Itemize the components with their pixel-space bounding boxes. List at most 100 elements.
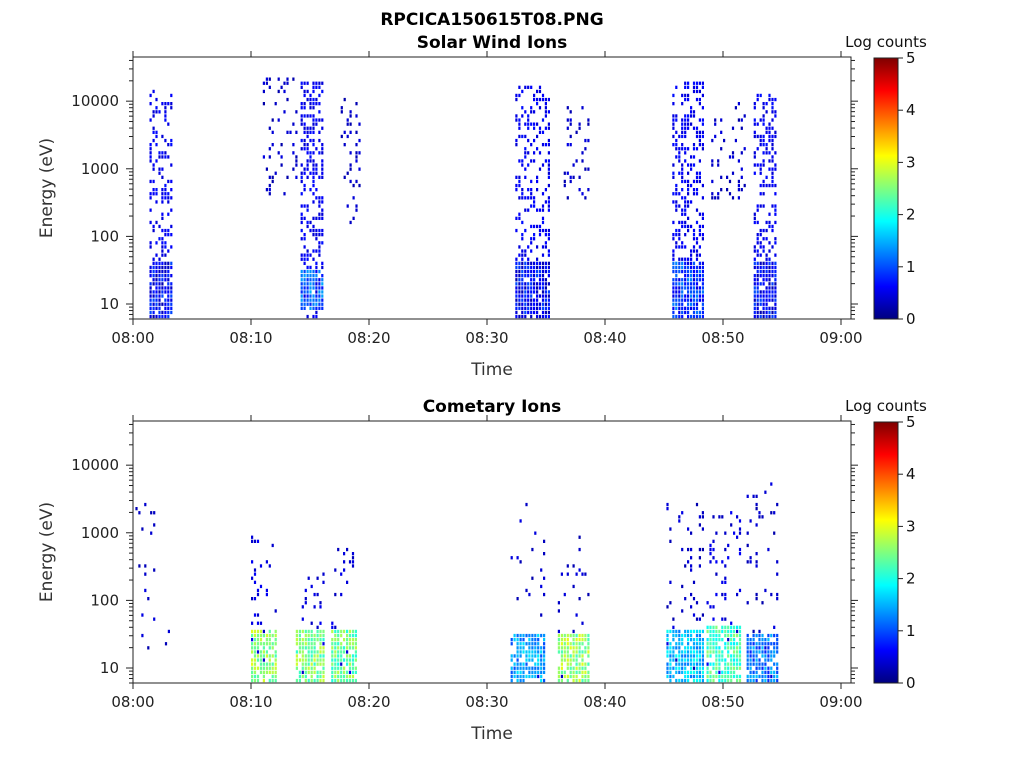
heatmap-cell [753, 249, 756, 253]
heatmap-cell [515, 294, 518, 298]
heatmap-cell [149, 302, 152, 306]
heatmap-cell [322, 650, 325, 654]
heatmap-cell [563, 171, 566, 175]
heatmap-cell [265, 666, 268, 670]
heatmap-cell [534, 531, 537, 535]
heatmap-cell [309, 138, 312, 143]
heatmap-cell [728, 192, 732, 196]
heatmap-cell [322, 638, 325, 642]
heatmap-cell [262, 629, 265, 634]
heatmap-cell [524, 274, 527, 278]
heatmap-cell [587, 678, 590, 683]
heatmap-cell [692, 233, 696, 237]
heatmap-cell [698, 175, 701, 179]
heatmap-cell [767, 547, 770, 552]
heatmap-cell [510, 670, 513, 674]
heatmap-cell [307, 658, 310, 662]
heatmap-cell [268, 183, 271, 188]
heatmap-cell [161, 245, 164, 249]
heatmap-cell [271, 666, 274, 670]
heatmap-cell [698, 97, 701, 102]
heatmap-cell [536, 314, 539, 319]
y-axis-label-cometary: Energy (eV) [37, 502, 57, 602]
heatmap-cell [753, 134, 756, 139]
heatmap-cell [771, 134, 774, 139]
heatmap-cell [721, 617, 724, 621]
heatmap-cell [312, 294, 315, 298]
heatmap-cell [315, 314, 318, 319]
heatmap-cell [167, 269, 170, 274]
heatmap-cell [518, 212, 521, 216]
heatmap-cell [712, 642, 715, 646]
heatmap-cell [756, 249, 759, 253]
heatmap-cell [569, 658, 572, 662]
heatmap-cell [516, 666, 519, 670]
heatmap-cell [295, 159, 298, 163]
heatmap-cell [533, 237, 536, 241]
heatmap-cell [265, 654, 268, 658]
heatmap-cell [164, 118, 167, 122]
heatmap-cell [524, 298, 527, 302]
heatmap-cell [522, 650, 525, 654]
heatmap-cell [698, 278, 701, 282]
heatmap-cell [584, 650, 587, 654]
heatmap-cell [733, 674, 736, 679]
heatmap-cell [530, 314, 533, 319]
heatmap-cell [533, 204, 536, 208]
heatmap-cell [718, 662, 721, 666]
heatmap-cell [268, 147, 271, 151]
heatmap-cell [256, 592, 260, 597]
heatmap-cell [277, 77, 280, 81]
heatmap-cell [304, 588, 307, 593]
heatmap-cell [530, 302, 533, 306]
heatmap-cell [337, 629, 340, 634]
heatmap-cell [318, 175, 321, 179]
heatmap-cell [761, 515, 764, 519]
heatmap-cell [701, 515, 704, 519]
x-tick-label: 08:10 [229, 329, 272, 347]
heatmap-cell [303, 216, 306, 220]
heatmap-cell [521, 310, 524, 315]
heatmap-cell [690, 666, 693, 670]
heatmap-cell [740, 151, 743, 155]
heatmap-cell [690, 650, 693, 654]
heatmap-cell [343, 568, 346, 572]
heatmap-cell [715, 666, 718, 670]
heatmap-cell [540, 662, 543, 666]
heatmap-cell [527, 114, 530, 118]
heatmap-cell [762, 204, 765, 208]
heatmap-cell [675, 629, 678, 634]
heatmap-cell [152, 192, 155, 196]
heatmap-cell [687, 81, 690, 85]
heatmap-cell [309, 93, 312, 98]
heatmap-cell [531, 650, 534, 654]
heatmap-cell [318, 138, 321, 143]
heatmap-cell [743, 114, 746, 118]
heatmap-cell [698, 654, 701, 658]
heatmap-cell [695, 294, 699, 298]
heatmap-cell [746, 642, 749, 646]
heatmap-cell [153, 617, 156, 621]
heatmap-cell [538, 314, 542, 319]
heatmap-cell [528, 646, 531, 650]
heatmap-cell [537, 642, 540, 646]
heatmap-cell [762, 278, 765, 282]
heatmap-cell [318, 286, 321, 290]
heatmap-cell [513, 638, 516, 642]
heatmap-cell [158, 151, 161, 155]
heatmap-cell [536, 245, 539, 249]
heatmap-cell [295, 638, 298, 642]
heatmap-cell [161, 192, 164, 196]
heatmap-cell [724, 564, 727, 568]
heatmap-cell [776, 666, 779, 670]
heatmap-cell [541, 298, 545, 302]
heatmap-cell [736, 515, 739, 519]
heatmap-cell [298, 638, 301, 642]
heatmap-cell [268, 638, 271, 642]
heatmap-cell [774, 290, 777, 294]
heatmap-cell [303, 183, 306, 188]
heatmap-cell [541, 274, 545, 278]
heatmap-cell [268, 633, 271, 638]
heatmap-cell [678, 147, 681, 151]
heatmap-cell [152, 265, 155, 270]
